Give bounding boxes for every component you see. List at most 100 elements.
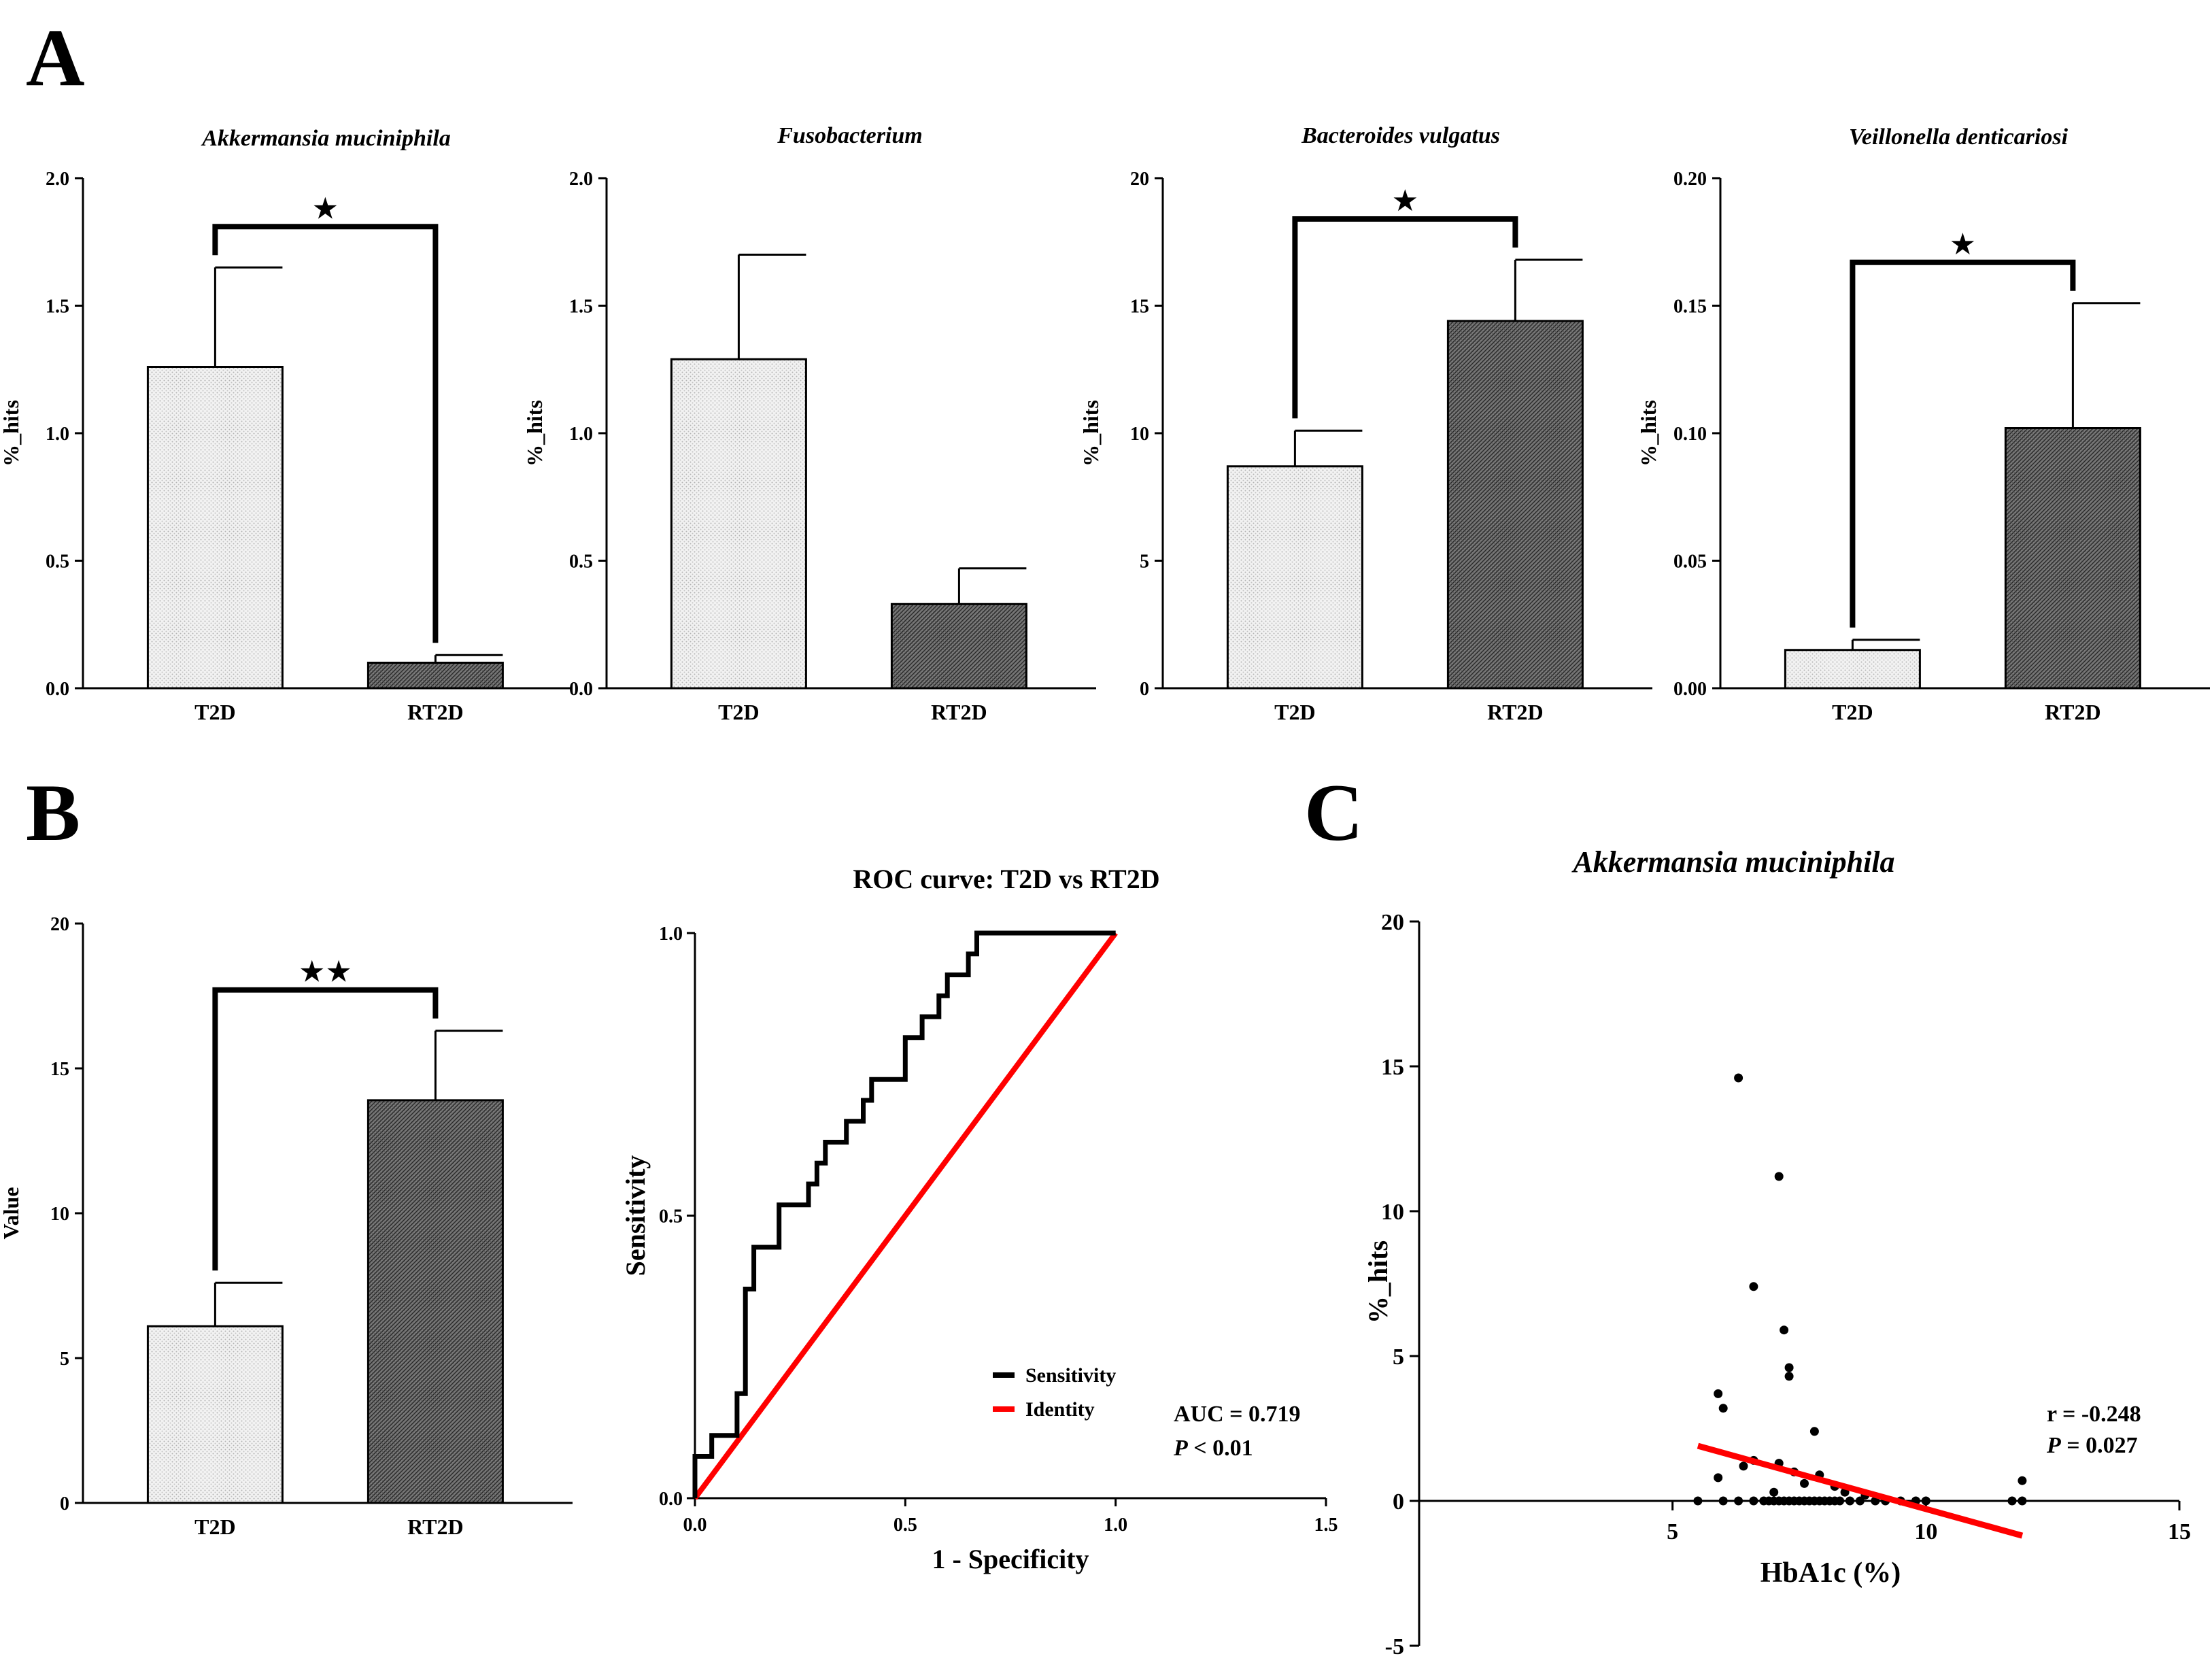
y-tick-label: 0.0: [46, 679, 69, 700]
bar-chart-veillonella: Veillonella denticariosi 0.00 0.05 0.10 0.15…: [1636, 124, 2210, 724]
y-tick-label: 0.05: [1673, 552, 1707, 573]
x-tick-label: 10: [1914, 1519, 1937, 1544]
y-tick-label: 0: [1140, 679, 1149, 700]
y-tick-label: 15: [1381, 1055, 1404, 1080]
y-axis-label: Sensitivity: [620, 1155, 651, 1276]
y-tick-label: 20: [50, 914, 69, 935]
scatter-point: [1835, 1496, 1845, 1506]
p-value: = 0.027: [2061, 1433, 2138, 1458]
y-tick-label: 5: [1393, 1344, 1404, 1370]
significance-marker: ★: [1392, 184, 1418, 218]
bar-rt2d: [1446, 320, 1584, 690]
significance-bracket: [212, 987, 439, 1271]
y-tick-label: 15: [1130, 297, 1149, 318]
legend-label: Sensitivity: [1025, 1364, 1116, 1387]
identity-line: [692, 931, 1118, 1500]
y-axis-label: Value: [0, 1187, 23, 1239]
scatter-point: [1693, 1496, 1703, 1506]
x-tick-label: 5: [1667, 1519, 1678, 1544]
regression-line: [1697, 1442, 2024, 1539]
y-tick-label: 0.00: [1673, 679, 1707, 700]
y-tick-label: 0.5: [659, 1206, 683, 1228]
auc-annotation: AUC = 0.719: [1174, 1402, 1301, 1427]
y-tick-label: 10: [1381, 1200, 1404, 1225]
panel-label-a: A: [26, 12, 85, 103]
y-tick-label: 0.5: [46, 552, 69, 573]
bar-rt2d: [2004, 427, 2141, 690]
legend-label: Identity: [1025, 1398, 1095, 1421]
bar-chart-akkermansia: Akkermansia muciniphila 0.0 0.5 1.0 1.5 2.0 %_…: [0, 126, 573, 724]
y-tick-label: 20: [1130, 169, 1149, 190]
scatter-point: [2007, 1496, 2017, 1506]
category-label: RT2D: [1487, 700, 1543, 724]
category-label: T2D: [194, 1515, 235, 1539]
category-label: RT2D: [407, 1515, 463, 1539]
bar-chart-value: 0 5 10 15 20 Value T2D RT2D ★★: [0, 914, 573, 1539]
scatter-point: [1784, 1363, 1794, 1372]
x-tick-label: 15: [2168, 1519, 2191, 1544]
y-tick-label: 1.0: [46, 424, 69, 445]
y-tick-label: 0.15: [1673, 297, 1707, 318]
y-axis-label: %_hits: [1636, 400, 1661, 467]
y-tick-label: 0.0: [659, 1489, 683, 1510]
y-axis-label: %_hits: [522, 400, 547, 467]
scatter-point: [1734, 1073, 1743, 1083]
significance-marker: ★★: [299, 955, 352, 989]
p-value: < 0.01: [1188, 1436, 1253, 1461]
bar-rt2d: [367, 662, 504, 690]
scatter-chart-hba1c: Akkermansia muciniphila -5 0 5 10 15 20 5 10 15 Hb…: [1363, 845, 2191, 1659]
y-tick-label: 2.0: [46, 169, 69, 190]
chart-title: Akkermansia muciniphila: [201, 126, 451, 151]
scatter-point: [2018, 1476, 2027, 1485]
significance-marker: ★: [312, 192, 339, 225]
scatter-point: [1749, 1282, 1758, 1291]
scatter-point: [1780, 1325, 1789, 1335]
x-tick-label: 0.5: [894, 1515, 917, 1536]
scatter-point: [1739, 1461, 1748, 1471]
scatter-point: [1921, 1496, 1930, 1506]
scatter-point: [1714, 1389, 1723, 1398]
y-tick-label: 1.5: [46, 297, 69, 318]
scatter-point: [1800, 1478, 1809, 1488]
bar-t2d: [1226, 465, 1363, 690]
y-tick-label: -5: [1385, 1634, 1404, 1659]
scatter-point: [1734, 1496, 1743, 1506]
category-label: T2D: [194, 700, 235, 724]
category-label: RT2D: [407, 700, 463, 724]
x-axis-label: HbA1c (%): [1760, 1557, 1901, 1589]
y-tick-label: 0.5: [569, 552, 593, 573]
significance-bracket: [212, 224, 439, 643]
p-label: P: [1173, 1436, 1188, 1461]
bar-rt2d: [890, 603, 1027, 690]
y-tick-label: 0: [1393, 1489, 1404, 1515]
y-tick-label: 1.0: [569, 424, 593, 445]
x-tick-label: 0.0: [683, 1515, 707, 1536]
scatter-point: [1718, 1496, 1728, 1506]
y-tick-label: 10: [50, 1204, 69, 1225]
category-label: T2D: [1832, 700, 1873, 724]
y-tick-label: 1.5: [569, 297, 593, 318]
scatter-point: [1774, 1172, 1784, 1181]
chart-title: Fusobacterium: [777, 123, 922, 148]
y-tick-label: 10: [1130, 424, 1149, 445]
y-tick-label: 0.10: [1673, 424, 1707, 445]
x-axis-label: 1 - Specificity: [932, 1544, 1089, 1574]
panel-label-c: C: [1304, 767, 1363, 858]
bar-t2d: [146, 366, 284, 690]
category-label: T2D: [1274, 700, 1315, 724]
chart-title: Akkermansia muciniphila: [1571, 845, 1894, 879]
y-axis-label: %_hits: [1078, 400, 1103, 467]
y-tick-label: 0.0: [569, 679, 593, 700]
p-label: P: [2046, 1433, 2061, 1458]
scatter-point: [1845, 1496, 1854, 1506]
roc-chart: ROC curve: T2D vs RT2D 0.0 0.5 1.0 1.5 0.0 0.5…: [620, 864, 1338, 1574]
y-tick-label: 2.0: [569, 169, 593, 190]
panel-label-b: B: [26, 767, 80, 858]
scatter-point: [1749, 1496, 1758, 1506]
category-label: T2D: [718, 700, 759, 724]
bar-t2d: [1784, 649, 1921, 690]
scatter-point: [2018, 1496, 2027, 1506]
scatter-point: [1714, 1473, 1723, 1483]
y-tick-label: 1.0: [659, 924, 683, 945]
